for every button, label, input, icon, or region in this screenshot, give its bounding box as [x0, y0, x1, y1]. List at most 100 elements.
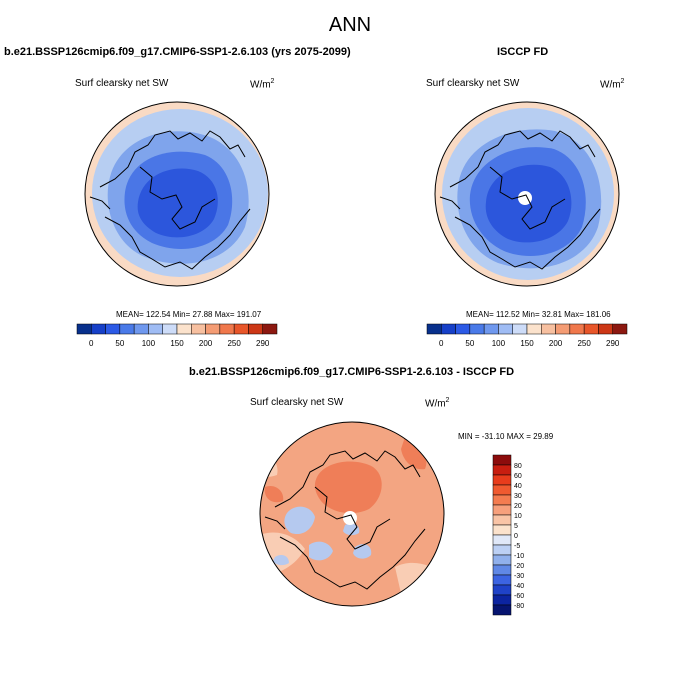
diff-colorbar-swatch [492, 504, 512, 516]
obs-colorbar-tick-label: 100 [492, 339, 506, 348]
obs-missing-pole [518, 191, 532, 205]
model-colorbar-swatch [119, 323, 135, 335]
model-colorbar-swatch [219, 323, 235, 335]
diff-colorbar-swatches [492, 454, 512, 616]
diff-colorbar-swatch [492, 524, 512, 536]
obs-colorbar-swatch [612, 323, 628, 335]
obs-colorbar-swatch [426, 323, 442, 335]
obs-panel-title: ISCCP FD [497, 46, 549, 58]
obs-coastlines [439, 130, 601, 270]
model-colorbar-labels: 050100150200250290330 [89, 339, 270, 348]
model-colorbar-swatch [148, 323, 163, 335]
model-colorbar-swatch [76, 323, 92, 335]
model-colorbar-swatch [191, 323, 206, 335]
diff-colorbar-tick-label: -20 [514, 563, 524, 570]
obs-colorbar-swatch [583, 323, 599, 335]
diff-field-negative-patches [273, 506, 372, 566]
obs-units-label: W/m2 [600, 78, 625, 91]
model-colorbar-swatch [233, 323, 249, 335]
diff-panel-title: b.e21.BSSP126cmip6.f09_g17.CMIP6-SSP1-2.… [189, 366, 515, 378]
diff-colorbar-tick-label: -80 [514, 603, 524, 610]
diff-colorbar-swatch [492, 564, 512, 576]
model-colorbar-tick-label: 50 [115, 339, 124, 348]
model-colorbar-tick-label: 290 [256, 339, 270, 348]
diff-colorbar-tick-label: 10 [514, 513, 522, 520]
model-map-border [84, 101, 270, 287]
diff-colorbar-tick-label: -60 [514, 593, 524, 600]
obs-colorbar-swatch [455, 323, 471, 335]
model-polar-map [84, 101, 270, 287]
model-panel-title: b.e21.BSSP126cmip6.f09_g17.CMIP6-SSP1-2.… [4, 46, 351, 58]
diff-colorbar-tick-label: 80 [514, 463, 522, 470]
model-colorbar-swatches [76, 323, 278, 335]
diff-colorbar-swatch [492, 494, 512, 506]
model-colorbar-tick-label: 100 [142, 339, 156, 348]
obs-colorbar-tick-label: 50 [465, 339, 474, 348]
diff-colorbar-tick-label: 5 [514, 523, 518, 530]
diff-colorbar-labels: 80 60 40 30 20 10 5 0 -5 -10 -20 -30 -40 -60 -80 [514, 463, 524, 610]
diff-field-warm-core [314, 461, 382, 514]
diff-colorbar-swatch [492, 514, 512, 526]
obs-colorbar-swatch [526, 323, 542, 335]
diff-field-light-patches [260, 455, 444, 606]
model-stats: MEAN= 122.54 Min= 27.88 Max= 191.07 [116, 310, 262, 319]
diff-units-label: W/m2 [425, 397, 450, 410]
obs-colorbar-swatch [469, 323, 485, 335]
diff-colorbar-tick-label: 40 [514, 483, 522, 490]
diff-colorbar-swatch [492, 604, 512, 616]
obs-colorbar-swatch [569, 323, 585, 335]
diff-colorbar-tick-label: 0 [514, 533, 518, 540]
model-coastlines [89, 130, 251, 270]
model-colorbar-tick-label: 200 [199, 339, 213, 348]
obs-colorbar-tick-label: 200 [549, 339, 563, 348]
obs-colorbar-swatch [483, 323, 499, 335]
diff-stats: MIN = -31.10 MAX = 29.89 [458, 432, 554, 441]
obs-colorbar-tick-label: 150 [520, 339, 534, 348]
diff-colorbar-swatch [492, 474, 512, 486]
diff-colorbar-swatch [492, 464, 512, 476]
obs-map-border [434, 101, 620, 287]
obs-colorbar-tick-label: 290 [606, 339, 620, 348]
model-colorbar-swatch [262, 323, 278, 335]
obs-colorbar-swatches [426, 323, 628, 335]
diff-coastlines [264, 450, 426, 590]
obs-colorbar-labels: 050100150200250290330 [439, 339, 620, 348]
obs-colorbar-swatch [541, 323, 556, 335]
model-colorbar-swatch [105, 323, 121, 335]
diff-colorbar-swatch [492, 544, 512, 556]
obs-stats: MEAN= 112.52 Min= 32.81 Max= 181.06 [466, 310, 611, 319]
diff-colorbar: 80 60 40 30 20 10 5 0 -5 -10 -20 -30 -40 -60 -80 [492, 454, 524, 616]
diff-missing-pole [343, 511, 357, 525]
diff-colorbar-tick-label: 20 [514, 503, 522, 510]
obs-colorbar-swatch [441, 323, 456, 335]
diff-colorbar-tick-label: -30 [514, 573, 524, 580]
diff-colorbar-tick-label: 30 [514, 493, 522, 500]
diff-colorbar-swatch [492, 534, 512, 546]
model-field-deep-blue [137, 168, 218, 238]
model-colorbar: 050100150200250290330 [76, 323, 278, 348]
obs-colorbar-swatch [498, 323, 513, 335]
diff-colorbar-swatch [492, 574, 512, 586]
figure-title: ANN [328, 14, 372, 36]
model-colorbar-tick-label: 250 [227, 339, 241, 348]
diff-colorbar-swatch [492, 584, 512, 596]
obs-colorbar-tick-label: 250 [577, 339, 591, 348]
diff-colorbar-swatch [492, 594, 512, 606]
model-colorbar-tick-label: 150 [170, 339, 184, 348]
model-colorbar-swatch [205, 323, 221, 335]
obs-colorbar: 050100150200250290330 [426, 323, 628, 348]
obs-variable-label: Surf clearsky net SW [426, 78, 520, 89]
diff-polar-map [259, 421, 445, 607]
model-colorbar-swatch [248, 323, 263, 335]
diff-colorbar-swatch [492, 554, 512, 566]
diff-colorbar-tick-label: -40 [514, 583, 524, 590]
obs-colorbar-swatch [555, 323, 571, 335]
model-units-label: W/m2 [250, 78, 275, 91]
diff-colorbar-swatch [492, 484, 512, 496]
obs-colorbar-swatch [598, 323, 613, 335]
diff-field-warm-patches [264, 437, 427, 503]
model-colorbar-tick-label: 0 [89, 339, 94, 348]
diff-colorbar-tick-label: 60 [514, 473, 522, 480]
obs-colorbar-swatch [512, 323, 528, 335]
obs-polar-map [434, 101, 620, 287]
